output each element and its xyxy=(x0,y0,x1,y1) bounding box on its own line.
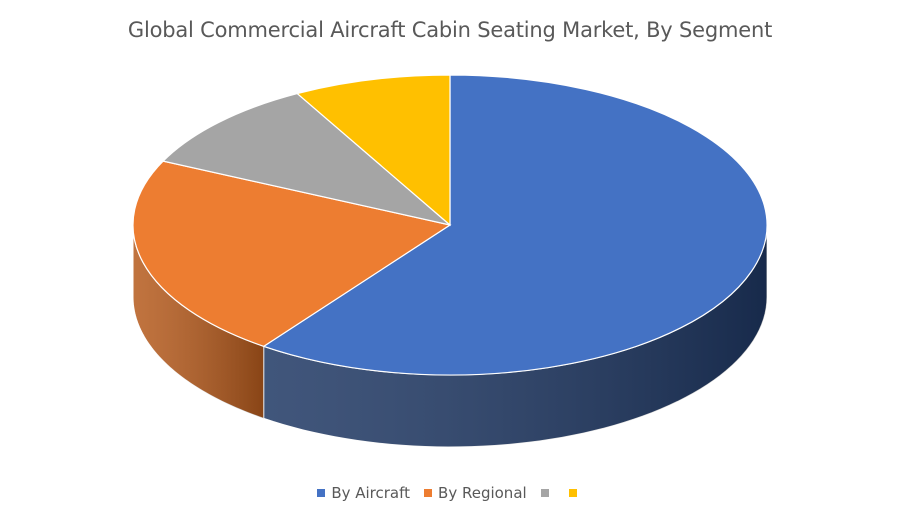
pie-slice-3 xyxy=(296,74,451,227)
legend-item-3 xyxy=(568,489,583,497)
legend-item-2 xyxy=(540,489,555,497)
pie-slice-2 xyxy=(161,92,451,226)
pie-side-walls xyxy=(132,224,768,448)
legend-item-1: By Regional xyxy=(424,484,527,502)
legend-swatch-3 xyxy=(568,489,577,497)
legend-label-0: By Aircraft xyxy=(331,484,411,502)
pie-slice-0 xyxy=(262,74,768,376)
pie-slices xyxy=(132,74,768,376)
pie-side-shade-1 xyxy=(133,225,264,419)
pie-side-shade-0 xyxy=(263,225,767,447)
legend-swatch-0 xyxy=(317,489,326,497)
chart-title: Global Commercial Aircraft Cabin Seating… xyxy=(127,18,773,42)
legend-item-0: By Aircraft xyxy=(317,484,410,502)
legend-swatch-2 xyxy=(540,489,549,497)
legend-label-1: By Regional xyxy=(438,484,527,502)
chart-legend: By Aircraft By Regional xyxy=(0,484,900,502)
legend-swatch-1 xyxy=(424,489,433,497)
